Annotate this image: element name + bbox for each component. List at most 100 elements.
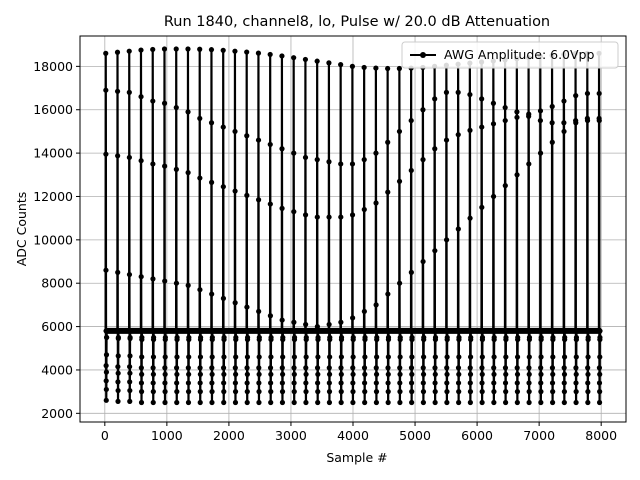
pulse-data-point bbox=[409, 389, 415, 395]
pulse-data-point bbox=[420, 258, 426, 265]
pulse-data-point bbox=[538, 380, 544, 386]
pulse-data-point bbox=[491, 399, 497, 406]
pulse-data-point bbox=[115, 153, 121, 159]
pulse-data-point bbox=[209, 399, 215, 406]
pulse-data-point bbox=[550, 389, 556, 395]
pulse-data-point bbox=[327, 328, 333, 334]
x-axis-ticks: 0 1000 2000 3000 4000 5000 6000 7000 8000 bbox=[101, 422, 617, 443]
pulse-data-point bbox=[373, 365, 379, 371]
pulse-data-point bbox=[244, 399, 250, 406]
pulse-data-point bbox=[267, 313, 274, 319]
pulse-data-point bbox=[421, 328, 427, 334]
pulse-data-point bbox=[397, 280, 403, 286]
pulse-data-point bbox=[326, 60, 332, 66]
pulse-data-point bbox=[150, 371, 156, 377]
pulse-data-point bbox=[256, 334, 262, 341]
pulse-data-point bbox=[432, 146, 438, 152]
pulse-group bbox=[455, 61, 462, 406]
pulse-data-point bbox=[385, 334, 392, 341]
pulse-data-point bbox=[267, 51, 273, 58]
pulse-data-point bbox=[233, 334, 239, 341]
pulse-data-point bbox=[502, 380, 509, 386]
pulse-data-point bbox=[162, 328, 169, 334]
pulse-data-point bbox=[291, 150, 297, 156]
pulse-data-point bbox=[479, 334, 486, 341]
pulse-data-point bbox=[162, 365, 168, 371]
pulse-data-point bbox=[397, 354, 403, 360]
pulse-data-point bbox=[127, 387, 133, 394]
pulse-data-point bbox=[232, 389, 239, 395]
pulse-data-point bbox=[490, 193, 497, 200]
pulse-data-point bbox=[443, 89, 450, 95]
pulse-line bbox=[280, 55, 284, 403]
pulse-data-point bbox=[396, 65, 402, 72]
pulse-data-point bbox=[573, 93, 579, 99]
pulse-data-point bbox=[561, 365, 567, 371]
pulse-data-point bbox=[502, 104, 508, 111]
pulse-data-point bbox=[173, 166, 179, 172]
x-tick-label: 7000 bbox=[523, 428, 555, 443]
pulse-data-point bbox=[255, 137, 262, 143]
pulse-data-point bbox=[126, 271, 133, 278]
pulse-group bbox=[197, 46, 204, 406]
pulse-data-point bbox=[420, 399, 426, 406]
pulse-data-point bbox=[584, 90, 591, 97]
pulse-data-point bbox=[103, 397, 109, 403]
pulse-data-point bbox=[209, 328, 216, 334]
pulse-data-point bbox=[573, 365, 579, 371]
pulse-data-point bbox=[233, 328, 239, 334]
pulse-data-point bbox=[550, 354, 556, 360]
pulse-data-point bbox=[526, 365, 532, 371]
pulse-line bbox=[574, 53, 578, 403]
pulse-data-point bbox=[573, 371, 579, 377]
pulse-data-point bbox=[338, 214, 344, 220]
pulse-data-point bbox=[103, 352, 110, 358]
pulse-data-point bbox=[573, 328, 580, 334]
pulse-data-point bbox=[362, 389, 368, 395]
pulse-data-point bbox=[103, 386, 109, 393]
pulse-data-point bbox=[150, 98, 156, 104]
pulse-data-point bbox=[150, 399, 156, 406]
pulse-data-point bbox=[409, 328, 415, 334]
pulse-data-point bbox=[115, 334, 121, 341]
pulse-data-point bbox=[338, 354, 344, 360]
pulse-data-point bbox=[385, 389, 391, 395]
pulse-data-point bbox=[479, 399, 485, 406]
pulse-data-point bbox=[468, 334, 474, 341]
pulse-data-point bbox=[268, 371, 274, 377]
pulse-data-point bbox=[291, 319, 297, 325]
pulse-data-point bbox=[408, 365, 415, 371]
pulse-data-point bbox=[103, 363, 109, 369]
pulse-group bbox=[361, 64, 368, 406]
pulse-data-point bbox=[220, 184, 226, 190]
pulse-data-point bbox=[173, 104, 179, 111]
pulse-data-point bbox=[338, 389, 344, 395]
pulse-data-point bbox=[349, 212, 356, 218]
pulse-data-point bbox=[209, 354, 215, 360]
pulse-data-point bbox=[373, 380, 379, 386]
pulse-data-point bbox=[339, 328, 345, 334]
pulse-data-point bbox=[350, 371, 356, 377]
pulse-data-point bbox=[455, 226, 461, 232]
pulse-data-point bbox=[221, 371, 227, 377]
pulse-data-point bbox=[315, 334, 321, 341]
x-tick-label: 8000 bbox=[585, 428, 617, 443]
pulse-group bbox=[572, 50, 580, 406]
pulse-data-point bbox=[491, 354, 497, 360]
legend: AWG Amplitude: 6.0Vpp bbox=[401, 41, 619, 69]
pulse-data-point bbox=[127, 398, 133, 404]
series-layer bbox=[103, 46, 603, 406]
y-tick-label: 16000 bbox=[33, 102, 73, 117]
pulse-data-point bbox=[491, 334, 497, 341]
pulse-data-point bbox=[338, 380, 344, 386]
pulse-data-point bbox=[256, 380, 262, 386]
pulse-data-point bbox=[303, 399, 309, 406]
pulse-data-point bbox=[385, 380, 391, 386]
pulse-data-point bbox=[421, 354, 427, 360]
pulse-data-point bbox=[150, 380, 156, 386]
pulse-data-point bbox=[221, 354, 227, 360]
pulse-data-point bbox=[585, 328, 591, 334]
pulse-data-point bbox=[221, 389, 227, 395]
pulse-data-point bbox=[432, 354, 438, 360]
